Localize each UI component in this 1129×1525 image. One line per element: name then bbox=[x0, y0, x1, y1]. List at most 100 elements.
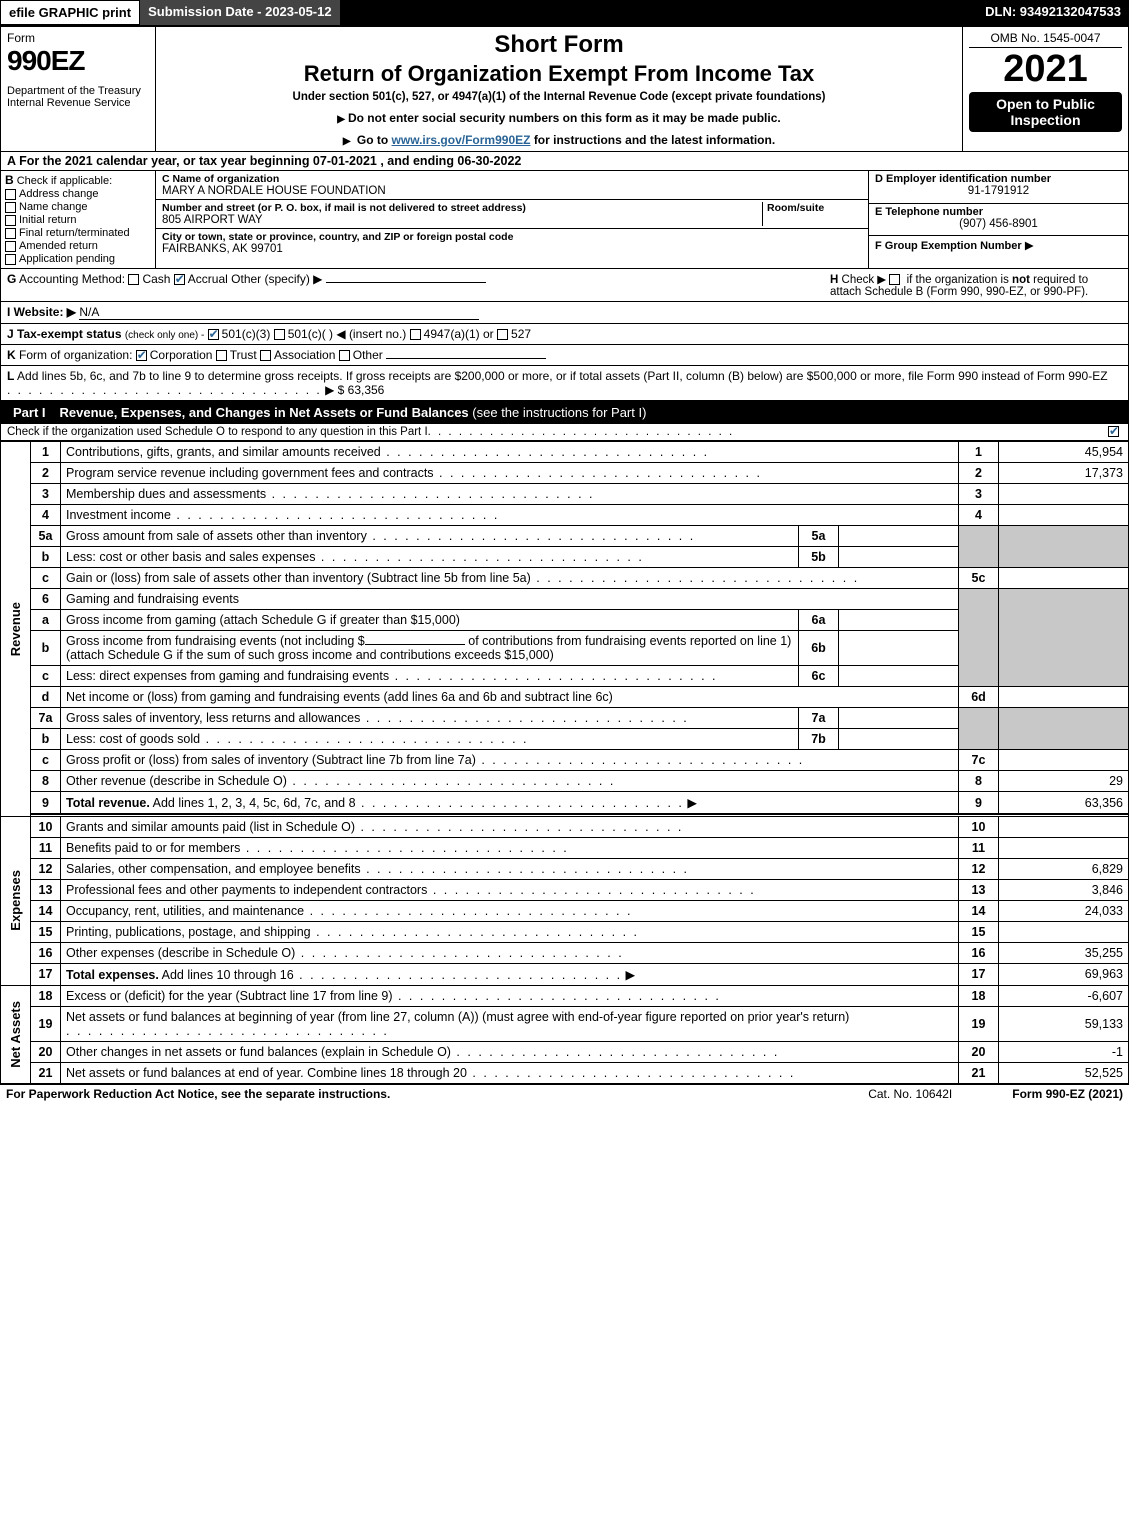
row-h-text1: Check ▶ bbox=[842, 274, 887, 286]
row-h-lead: H bbox=[830, 274, 838, 286]
form-title-block: Short Form Return of Organization Exempt… bbox=[156, 27, 963, 151]
form-header: Form 990EZ Department of the Treasury In… bbox=[0, 25, 1129, 152]
line-5a: 5a Gross amount from sale of assets othe… bbox=[1, 526, 1129, 547]
opt-501c3: 501(c)(3) bbox=[222, 327, 271, 341]
chk-application-pending[interactable]: Application pending bbox=[5, 253, 151, 265]
line-6b-contrib-input[interactable] bbox=[365, 644, 465, 645]
submission-date: Submission Date - 2023-05-12 bbox=[140, 0, 340, 25]
chk-accrual[interactable] bbox=[174, 274, 185, 285]
line-6d-value bbox=[999, 687, 1129, 708]
chk-association[interactable] bbox=[260, 350, 271, 361]
line-5a-value bbox=[839, 526, 959, 547]
public-inspection-badge: Open to Public Inspection bbox=[969, 92, 1122, 132]
part1-table: Revenue 1 Contributions, gifts, grants, … bbox=[0, 441, 1129, 1084]
part1-title-sub: (see the instructions for Part I) bbox=[472, 405, 646, 420]
line-3: 3 Membership dues and assessments 3 bbox=[1, 484, 1129, 505]
line-4: 4 Investment income 4 bbox=[1, 505, 1129, 526]
line-19: 19 Net assets or fund balances at beginn… bbox=[1, 1006, 1129, 1041]
chk-address-change[interactable]: Address change bbox=[5, 188, 151, 200]
line-10-value bbox=[999, 816, 1129, 837]
ein-block: D Employer identification number 91-1791… bbox=[869, 171, 1128, 204]
col-b-label: Check if applicable: bbox=[17, 175, 112, 187]
line-17-value: 69,963 bbox=[999, 963, 1129, 985]
dept-label: Department of the Treasury Internal Reve… bbox=[7, 85, 149, 109]
chk-501c[interactable] bbox=[274, 329, 285, 340]
row-j-sub: (check only one) - bbox=[125, 330, 204, 341]
line-21: 21 Net assets or fund balances at end of… bbox=[1, 1062, 1129, 1083]
row-l-arrow: ▶ $ bbox=[325, 383, 344, 397]
chk-final-return[interactable]: Final return/terminated bbox=[5, 227, 151, 239]
accrual-label: Accrual bbox=[188, 272, 228, 286]
line-4-value bbox=[999, 505, 1129, 526]
chk-name-change[interactable]: Name change bbox=[5, 201, 151, 213]
part1-sub: Check if the organization used Schedule … bbox=[0, 424, 1129, 441]
org-name-label: C Name of organization bbox=[162, 173, 862, 185]
chk-527[interactable] bbox=[497, 329, 508, 340]
line-19-value: 59,133 bbox=[999, 1006, 1129, 1041]
row-k-form-org: K Form of organization: Corporation Trus… bbox=[0, 345, 1129, 366]
line-6: 6 Gaming and fundraising events bbox=[1, 589, 1129, 610]
line-7a: 7a Gross sales of inventory, less return… bbox=[1, 708, 1129, 729]
line-12: 12 Salaries, other compensation, and emp… bbox=[1, 858, 1129, 879]
line-15: 15 Printing, publications, postage, and … bbox=[1, 921, 1129, 942]
line-15-value bbox=[999, 921, 1129, 942]
row-g-h: G Accounting Method: Cash Accrual Other … bbox=[0, 269, 1129, 302]
ein-label: D Employer identification number bbox=[875, 173, 1051, 185]
line-18-value: -6,607 bbox=[999, 985, 1129, 1006]
other-method-input[interactable] bbox=[326, 282, 486, 283]
line-7c: c Gross profit or (loss) from sales of i… bbox=[1, 750, 1129, 771]
line-2-value: 17,373 bbox=[999, 463, 1129, 484]
form-label: Form bbox=[7, 31, 149, 45]
part1-header: Part I Revenue, Expenses, and Changes in… bbox=[0, 401, 1129, 424]
line-12-value: 6,829 bbox=[999, 858, 1129, 879]
goto-line: Go to www.irs.gov/Form990EZ for instruct… bbox=[164, 133, 954, 147]
chk-corporation[interactable] bbox=[136, 350, 147, 361]
chk-501c3[interactable] bbox=[208, 329, 219, 340]
chk-amended-return[interactable]: Amended return bbox=[5, 240, 151, 252]
line-6d: d Net income or (loss) from gaming and f… bbox=[1, 687, 1129, 708]
row-i-website: I Website: ▶ N/A bbox=[0, 302, 1129, 324]
line-21-value: 52,525 bbox=[999, 1062, 1129, 1083]
part1-sub-text: Check if the organization used Schedule … bbox=[7, 426, 428, 438]
line-2: 2 Program service revenue including gove… bbox=[1, 463, 1129, 484]
line-8: 8 Other revenue (describe in Schedule O)… bbox=[1, 771, 1129, 792]
row-g-lead: G bbox=[7, 272, 16, 286]
chk-4947[interactable] bbox=[410, 329, 421, 340]
netassets-side-label: Net Assets bbox=[6, 997, 25, 1072]
paperwork-notice: For Paperwork Reduction Act Notice, see … bbox=[6, 1087, 808, 1101]
chk-cash[interactable] bbox=[128, 274, 139, 285]
chk-schedule-o-part1[interactable] bbox=[1108, 426, 1119, 437]
chk-schedule-b-not-required[interactable] bbox=[889, 274, 900, 285]
line-6b-value bbox=[839, 631, 959, 666]
line-16-value: 35,255 bbox=[999, 942, 1129, 963]
revenue-side-label: Revenue bbox=[6, 598, 25, 660]
chk-initial-return[interactable]: Initial return bbox=[5, 214, 151, 226]
opt-corp: Corporation bbox=[150, 348, 213, 362]
gross-receipts-value: 63,356 bbox=[348, 383, 385, 397]
chk-other-org[interactable] bbox=[339, 350, 350, 361]
row-h-not: not bbox=[1012, 274, 1030, 286]
row-a-text: For the 2021 calendar year, or tax year … bbox=[19, 154, 521, 168]
line-14: 14 Occupancy, rent, utilities, and maint… bbox=[1, 900, 1129, 921]
opt-trust: Trust bbox=[230, 348, 257, 362]
line-7c-value bbox=[999, 750, 1129, 771]
no-ssn-text: Do not enter social security numbers on … bbox=[348, 111, 781, 125]
group-exemption-label: F Group Exemption Number bbox=[875, 240, 1022, 252]
page-footer: For Paperwork Reduction Act Notice, see … bbox=[0, 1084, 1129, 1103]
row-a-tax-year: A For the 2021 calendar year, or tax yea… bbox=[0, 152, 1129, 171]
chk-trust[interactable] bbox=[216, 350, 227, 361]
city-label: City or town, state or province, country… bbox=[162, 231, 862, 243]
line-9: 9 Total revenue. Add lines 1, 2, 3, 4, 5… bbox=[1, 792, 1129, 815]
form-number: 990EZ bbox=[7, 45, 149, 77]
line-6c-value bbox=[839, 666, 959, 687]
row-h-text2: if the organization is bbox=[907, 274, 1012, 286]
efile-print-label[interactable]: efile GRAPHIC print bbox=[0, 0, 140, 25]
other-org-input[interactable] bbox=[386, 358, 546, 359]
irs-link[interactable]: www.irs.gov/Form990EZ bbox=[392, 133, 531, 147]
opt-4947: 4947(a)(1) or bbox=[424, 327, 494, 341]
expenses-side-label: Expenses bbox=[6, 866, 25, 935]
line-14-value: 24,033 bbox=[999, 900, 1129, 921]
row-l-gross-receipts: L Add lines 5b, 6c, and 7b to line 9 to … bbox=[0, 366, 1129, 401]
line-3-value bbox=[999, 484, 1129, 505]
group-exemption-block: F Group Exemption Number ▶ bbox=[869, 236, 1128, 268]
